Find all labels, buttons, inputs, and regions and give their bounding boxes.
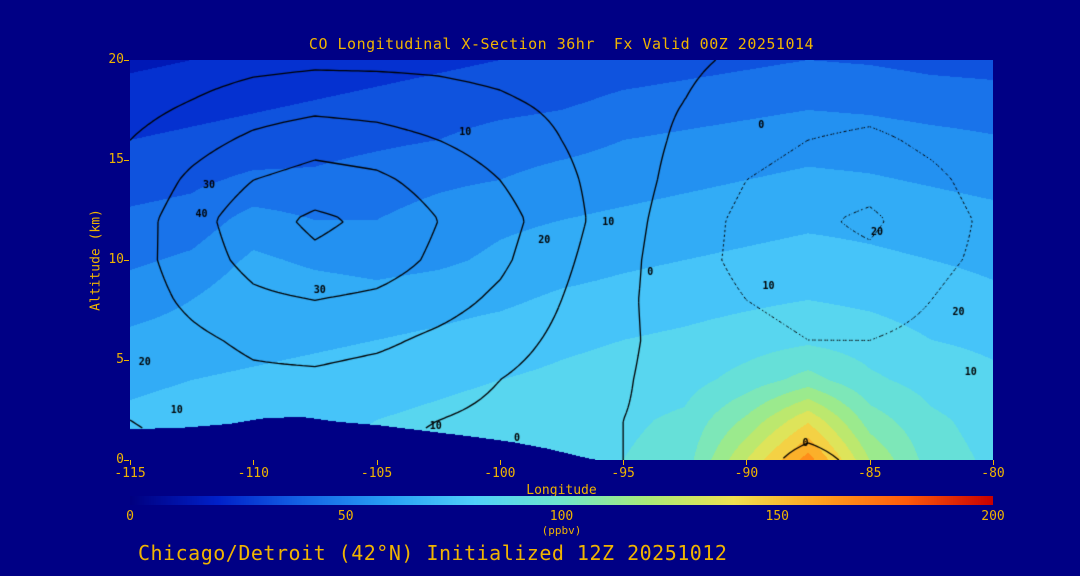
y-tick-mark — [124, 260, 129, 261]
xsection-canvas — [130, 60, 993, 460]
colorbar-tick-label: 200 — [981, 509, 1005, 524]
x-tick-label: -80 — [981, 466, 1005, 481]
x-axis-label: Longitude — [526, 483, 597, 498]
y-tick-label: 10 — [108, 252, 124, 267]
y-tick-label: 5 — [116, 352, 124, 367]
colorbar-tick-label: 100 — [549, 509, 574, 524]
x-tick-mark — [130, 460, 131, 465]
chart-title: CO Longitudinal X-Section 36hr Fx Valid … — [308, 35, 815, 53]
x-tick-label: -95 — [611, 466, 635, 481]
x-tick-label: -115 — [114, 466, 146, 481]
colorbar-tick-label: 150 — [765, 509, 789, 524]
y-tick-mark — [124, 460, 129, 461]
y-tick-label: 0 — [116, 452, 124, 467]
x-tick-label: -100 — [484, 466, 516, 481]
plot-area — [130, 60, 993, 460]
colorbar-tick-label: 0 — [126, 509, 134, 524]
x-tick-label: -90 — [734, 466, 759, 481]
x-tick-label: -105 — [360, 466, 393, 481]
y-tick-label: 15 — [108, 152, 124, 167]
colorbar-tick-label: 50 — [337, 509, 354, 524]
y-tick-mark — [124, 60, 129, 61]
y-tick-label: 20 — [108, 52, 124, 67]
x-tick-mark — [499, 460, 501, 465]
x-tick-mark — [746, 460, 748, 465]
x-tick-mark — [623, 460, 625, 465]
y-axis-label: Altitude (km) — [88, 209, 104, 311]
x-tick-mark — [993, 460, 994, 465]
x-tick-mark — [376, 460, 378, 465]
y-tick-mark — [124, 160, 129, 161]
footer-caption: Chicago/Detroit (42°N) Initialized 12Z 2… — [138, 541, 728, 565]
y-tick-mark — [124, 360, 129, 361]
x-tick-mark — [253, 460, 255, 465]
x-tick-label: -85 — [857, 466, 882, 481]
x-tick-mark — [869, 460, 871, 465]
x-tick-label: -110 — [237, 466, 269, 481]
colorbar-units-label: (ppbv) — [541, 524, 582, 537]
colorbar-canvas — [130, 496, 993, 505]
